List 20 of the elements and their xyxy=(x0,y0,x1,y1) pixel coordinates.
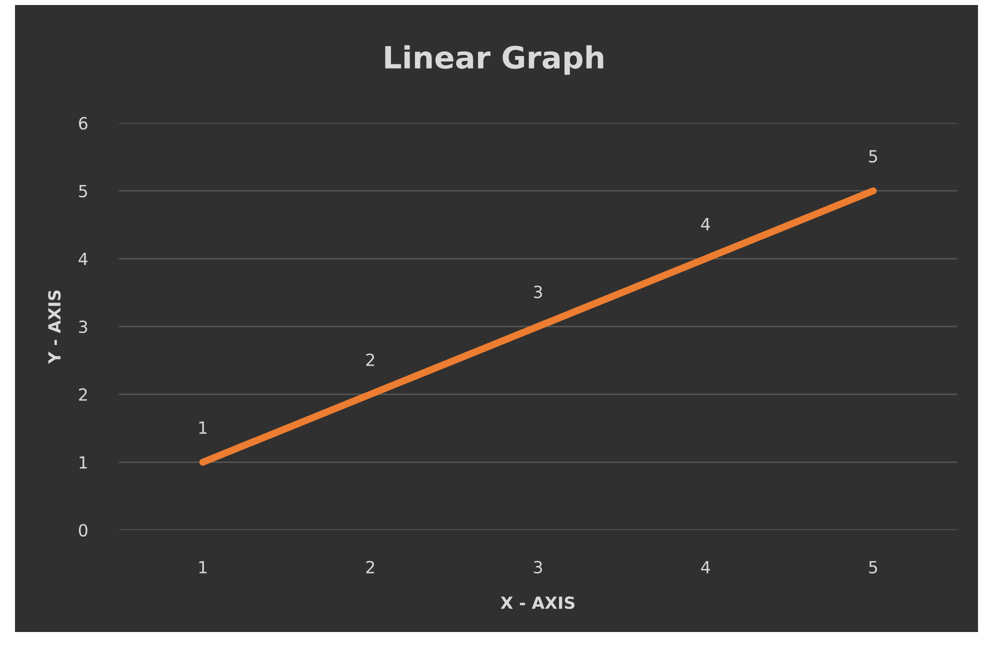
y-tick-label: 3 xyxy=(79,320,88,334)
x-tick-label: 5 xyxy=(869,561,878,574)
x-tick-label: 1 xyxy=(199,561,207,574)
y-axis-title: Y - AXIS xyxy=(48,290,61,364)
y-tick-label: 2 xyxy=(79,388,87,401)
y-tick-label: 1 xyxy=(80,456,87,468)
data-label: 1 xyxy=(199,422,207,434)
data-label: 4 xyxy=(701,218,710,230)
data-label: 3 xyxy=(534,286,542,298)
x-tick-label: 3 xyxy=(534,560,542,574)
x-tick-label: 2 xyxy=(366,560,374,574)
y-tick-label: 6 xyxy=(79,116,88,130)
chart-title: Linear Graph xyxy=(385,45,604,75)
data-label: 5 xyxy=(869,150,878,163)
x-tick-label: 4 xyxy=(701,561,710,574)
y-tick-label: 5 xyxy=(79,185,87,198)
data-label: 2 xyxy=(366,353,374,366)
y-tick-label: 4 xyxy=(78,252,88,265)
x-axis-title: X - AXIS xyxy=(500,596,574,610)
y-tick-label: 0 xyxy=(78,524,88,537)
